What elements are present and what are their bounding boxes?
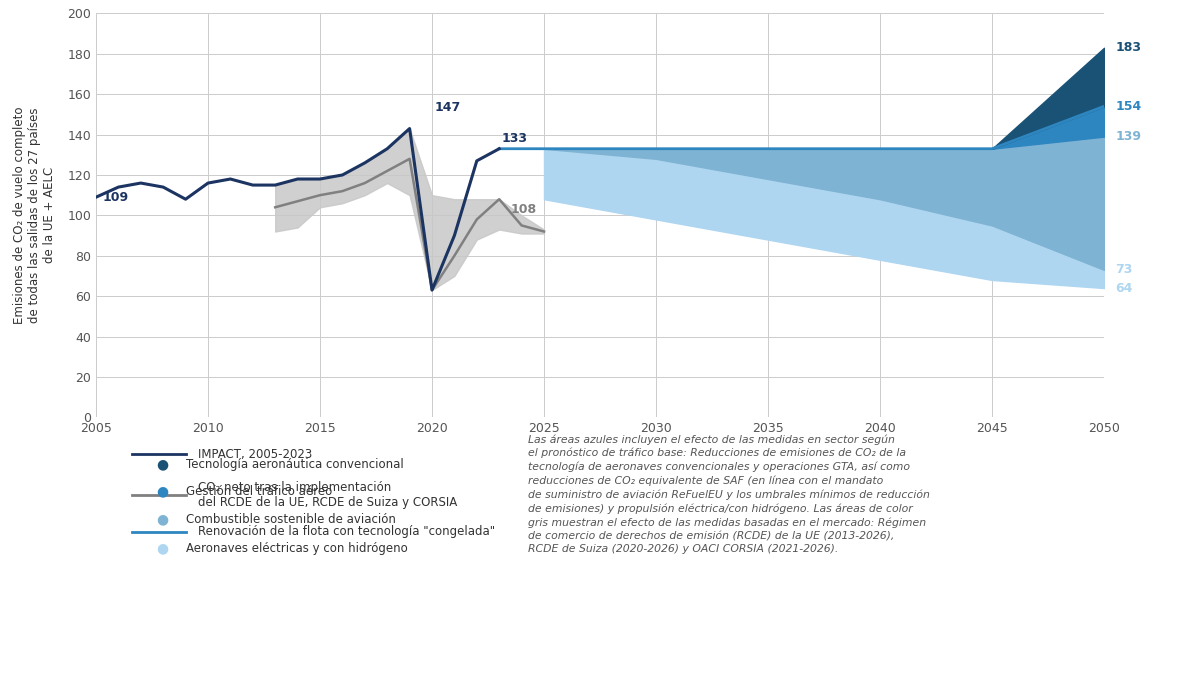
Text: 73: 73 — [1115, 263, 1133, 277]
Text: IMPACT, 2005-2023: IMPACT, 2005-2023 — [198, 448, 312, 461]
Text: Combustible sostenible de aviación: Combustible sostenible de aviación — [186, 513, 396, 526]
Text: ●: ● — [156, 485, 168, 498]
Text: 108: 108 — [510, 203, 536, 216]
Text: 183: 183 — [1115, 41, 1141, 55]
Text: 64: 64 — [1115, 281, 1133, 295]
Text: Tecnología aeronáutica convencional: Tecnología aeronáutica convencional — [186, 458, 403, 471]
Text: Las áreas azules incluyen el efecto de las medidas en sector según
el pronóstico: Las áreas azules incluyen el efecto de l… — [528, 434, 930, 555]
Y-axis label: Emisiones de CO₂ de vuelo completo
de todas las salidas de los 27 países
de la U: Emisiones de CO₂ de vuelo completo de to… — [13, 106, 56, 324]
Text: 109: 109 — [103, 190, 128, 204]
Text: 139: 139 — [1115, 130, 1141, 143]
Text: Gestión del tráfico aéreo: Gestión del tráfico aéreo — [186, 485, 332, 498]
Text: 154: 154 — [1115, 100, 1141, 113]
Text: ●: ● — [156, 542, 168, 555]
Text: 147: 147 — [434, 102, 461, 114]
Text: Renovación de la flota con tecnología "congelada": Renovación de la flota con tecnología "c… — [198, 525, 496, 538]
Text: Aeronaves eléctricas y con hidrógeno: Aeronaves eléctricas y con hidrógeno — [186, 542, 408, 555]
Text: 133: 133 — [502, 132, 528, 145]
Text: CO₂ neto tras la implementación
del RCDE de la UE, RCDE de Suiza y CORSIA: CO₂ neto tras la implementación del RCDE… — [198, 481, 457, 509]
Text: ●: ● — [156, 458, 168, 471]
Text: ●: ● — [156, 513, 168, 526]
